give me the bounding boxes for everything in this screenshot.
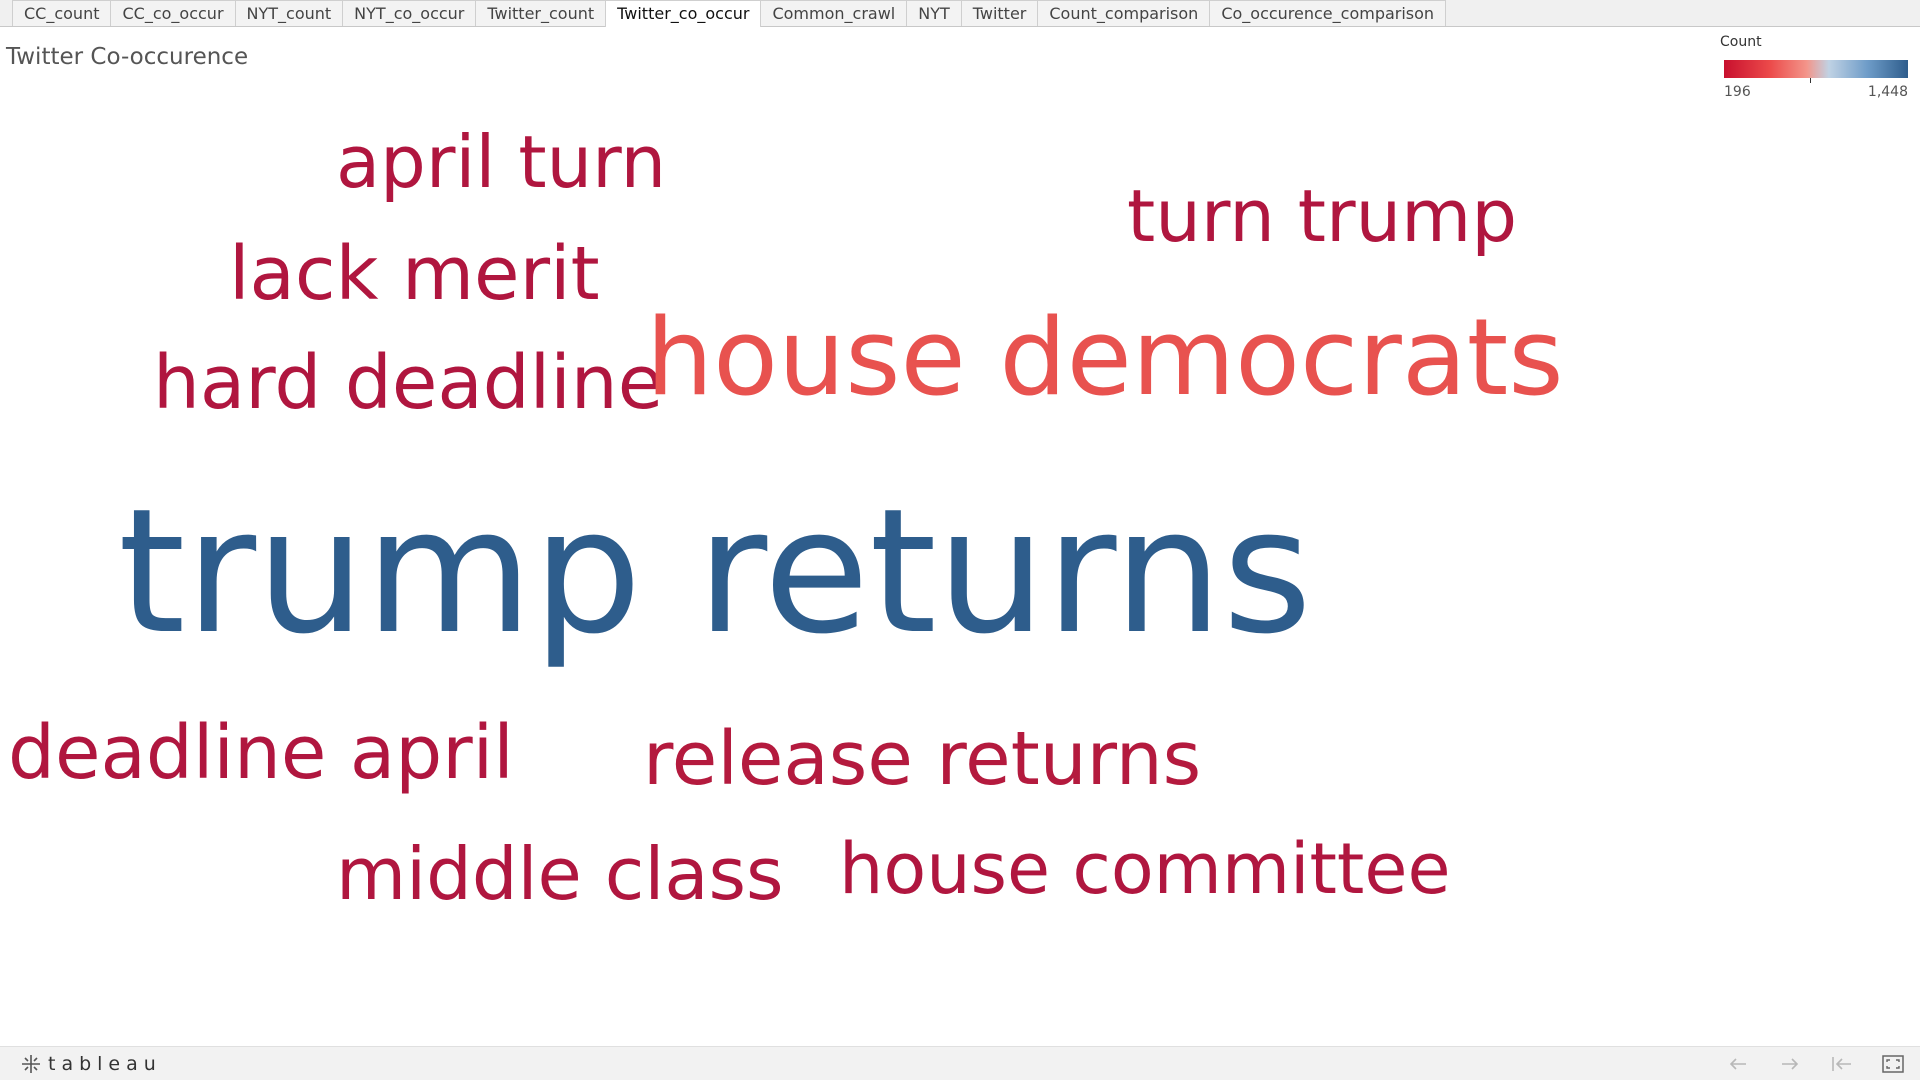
- word-lack-merit[interactable]: lack merit: [229, 231, 600, 317]
- tab-count-comparison[interactable]: Count_comparison: [1037, 0, 1211, 26]
- word-turn-trump[interactable]: turn trump: [1127, 174, 1518, 258]
- sheet-title: Twitter Co-occurence: [6, 44, 249, 70]
- undo-icon: [1729, 1058, 1746, 1070]
- word-house-democrats[interactable]: house democrats: [646, 296, 1564, 419]
- tab-cc-count[interactable]: CC_count: [12, 0, 112, 26]
- word-deadline-april[interactable]: deadline april: [8, 710, 514, 796]
- revert-button[interactable]: [1829, 1052, 1855, 1076]
- legend-max-label: 1,448: [1867, 84, 1908, 100]
- tableau-logo-icon: [22, 1055, 40, 1073]
- word-house-committee[interactable]: house committee: [839, 828, 1451, 910]
- word-hard-deadline[interactable]: hard deadline: [153, 340, 664, 426]
- viz-toolbar: tableau: [0, 1046, 1920, 1080]
- tableau-logo[interactable]: tableau: [20, 1053, 162, 1075]
- word-middle-class[interactable]: middle class: [336, 832, 784, 916]
- word-release-returns[interactable]: release returns: [643, 716, 1202, 802]
- tab-co-occurence-comparison[interactable]: Co_occurence_comparison: [1209, 0, 1447, 26]
- legend-title: Count: [1720, 34, 1762, 50]
- word-cloud: april turn turn trump lack merit hard de…: [0, 28, 1920, 1044]
- tab-twitter-count[interactable]: Twitter_count: [475, 0, 607, 26]
- word-april-turn[interactable]: april turn: [336, 120, 667, 204]
- undo-button[interactable]: [1725, 1052, 1751, 1076]
- revert-icon: [1832, 1057, 1851, 1071]
- tab-twitter-co-occur[interactable]: Twitter_co_occur: [605, 0, 762, 27]
- fullscreen-icon: [1882, 1055, 1904, 1073]
- tab-twitter[interactable]: Twitter: [960, 0, 1039, 26]
- tab-nyt[interactable]: NYT: [906, 0, 962, 26]
- legend-center-tick: [1810, 78, 1811, 83]
- redo-button[interactable]: [1777, 1052, 1803, 1076]
- fullscreen-button[interactable]: [1880, 1052, 1906, 1076]
- tab-cc-co-occur[interactable]: CC_co_occur: [110, 0, 236, 26]
- sheet-tab-bar: CC_count CC_co_occur NYT_count NYT_co_oc…: [0, 0, 1920, 27]
- color-legend[interactable]: Count 196 1,448: [1718, 34, 1912, 104]
- tab-nyt-count[interactable]: NYT_count: [234, 0, 344, 26]
- tab-nyt-co-occur[interactable]: NYT_co_occur: [342, 0, 477, 26]
- tableau-wordmark: tableau: [48, 1053, 162, 1075]
- tab-common-crawl[interactable]: Common_crawl: [760, 0, 908, 26]
- redo-icon: [1782, 1058, 1799, 1070]
- word-trump-returns[interactable]: trump returns: [118, 471, 1313, 672]
- legend-min-label: 196: [1724, 84, 1751, 100]
- legend-color-ramp[interactable]: [1724, 60, 1908, 78]
